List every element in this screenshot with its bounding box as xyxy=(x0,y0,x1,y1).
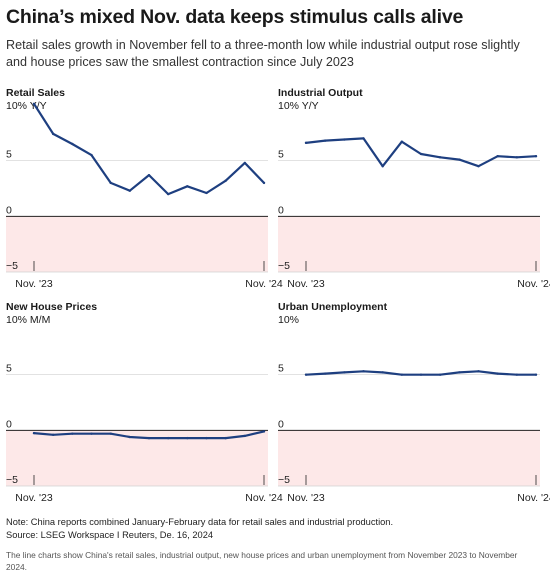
data-point xyxy=(243,161,247,165)
data-point xyxy=(186,185,189,188)
chart-panel-house: New House Prices 10% M/M 5 0 −5 Nov. '23 Nov… xyxy=(6,301,283,506)
data-point xyxy=(109,181,112,185)
data-point xyxy=(51,433,55,436)
data-point xyxy=(109,432,112,435)
x-tick-label: Nov. '23 xyxy=(287,492,325,504)
series-line-industrial xyxy=(304,137,538,168)
negative-band xyxy=(278,430,540,486)
data-point xyxy=(262,430,266,433)
data-point xyxy=(90,432,93,435)
data-point xyxy=(32,102,36,106)
data-point xyxy=(343,138,346,141)
data-point xyxy=(496,372,499,375)
y-tick-label: −5 xyxy=(278,474,290,486)
y-tick-label: −5 xyxy=(6,260,18,272)
data-point xyxy=(534,373,538,376)
data-point xyxy=(224,436,227,440)
data-point xyxy=(477,370,480,373)
y-tick-label: 5 xyxy=(278,363,284,375)
data-point xyxy=(205,191,208,195)
x-tick-label: Nov. '23 xyxy=(15,492,53,504)
x-tick-label: Nov. '23 xyxy=(15,278,53,290)
footer-source: Source: LSEG Workspace I Reuters, De. 16… xyxy=(6,530,214,540)
footer-description: The line charts show China's retail sale… xyxy=(6,550,518,572)
data-point xyxy=(166,192,170,196)
data-point xyxy=(362,137,365,140)
chart-title: Urban Unemployment xyxy=(278,301,388,313)
data-point xyxy=(262,181,266,185)
negative-band xyxy=(278,216,540,272)
data-point xyxy=(458,371,461,374)
y-tick-label: 0 xyxy=(6,204,12,216)
page-title: China’s mixed Nov. data keeps stimulus c… xyxy=(6,6,464,28)
chart-svg-retail: 5 0 −5 Nov. '23 Nov. '24 xyxy=(6,102,283,290)
data-point xyxy=(438,156,442,159)
data-point xyxy=(400,373,404,376)
data-point xyxy=(515,156,519,159)
data-point xyxy=(51,132,55,136)
y-tick-label: −5 xyxy=(278,260,290,272)
data-point xyxy=(71,432,74,435)
chart-unit-label: 10% M/M xyxy=(6,314,51,326)
chart-svg-unemployment: 5 0 −5 Nov. '23 Nov. '24 xyxy=(278,363,550,504)
y-tick-label: 5 xyxy=(6,363,12,375)
data-point xyxy=(534,155,538,158)
data-point xyxy=(205,436,208,440)
data-point xyxy=(304,141,308,145)
data-point xyxy=(496,155,499,158)
data-point xyxy=(362,370,365,373)
series-line-retail xyxy=(32,102,266,196)
data-point xyxy=(438,373,442,376)
chart-svg-house: 5 0 −5 Nov. '23 Nov. '24 xyxy=(6,363,283,504)
y-tick-label: −5 xyxy=(6,474,18,486)
data-point xyxy=(243,434,247,438)
data-point xyxy=(400,140,404,143)
data-point xyxy=(224,179,227,182)
data-point xyxy=(323,372,327,375)
x-tick-label: Nov. '24 xyxy=(245,278,283,290)
data-point xyxy=(343,371,346,374)
chart-panel-retail: Retail Sales 10% Y/Y 5 0 −5 Nov. '23 Nov. '2… xyxy=(6,87,283,292)
data-point xyxy=(381,165,384,168)
y-tick-label: 5 xyxy=(6,149,12,161)
x-tick-label: Nov. '23 xyxy=(287,278,325,290)
x-tick-label: Nov. '24 xyxy=(517,492,550,504)
chart-title: New House Prices xyxy=(6,301,98,313)
chart-panel-industrial: Industrial Output 10% Y/Y 5 0 −5 Nov. '23 No… xyxy=(278,87,550,292)
y-tick-label: 5 xyxy=(278,149,284,161)
data-point xyxy=(186,436,189,440)
data-point xyxy=(419,373,423,376)
data-point xyxy=(147,436,151,440)
data-point xyxy=(458,158,461,161)
data-point xyxy=(128,189,132,192)
data-point xyxy=(32,431,36,435)
data-point xyxy=(90,153,93,157)
y-tick-label: 0 xyxy=(278,418,284,430)
x-tick-label: Nov. '24 xyxy=(517,278,550,290)
chart-unit-label: 10% xyxy=(278,314,300,326)
data-point xyxy=(128,435,132,439)
chart-unit-label: 10% Y/Y xyxy=(278,100,319,112)
footer-note: Note: China reports combined January-Feb… xyxy=(6,517,394,527)
data-point xyxy=(419,152,423,156)
page-subtitle: Retail sales growth in November fell to … xyxy=(6,38,520,69)
negative-band xyxy=(6,216,268,272)
data-point xyxy=(477,165,480,168)
y-tick-label: 0 xyxy=(278,204,284,216)
chart-title: Industrial Output xyxy=(278,87,363,99)
data-point xyxy=(166,436,170,440)
negative-band xyxy=(6,430,268,486)
data-point xyxy=(515,373,519,376)
data-point xyxy=(323,139,327,142)
data-point xyxy=(304,373,308,376)
chart-svg-industrial: 5 0 −5 Nov. '23 Nov. '24 xyxy=(278,137,550,290)
data-point xyxy=(71,142,74,146)
y-tick-label: 0 xyxy=(6,418,12,430)
x-tick-label: Nov. '24 xyxy=(245,492,283,504)
data-point xyxy=(381,371,384,374)
data-point xyxy=(147,173,151,177)
chart-panel-unemployment: Urban Unemployment 10% 5 0 −5 Nov. '23 Nov. … xyxy=(278,301,550,506)
chart-title: Retail Sales xyxy=(6,87,65,99)
